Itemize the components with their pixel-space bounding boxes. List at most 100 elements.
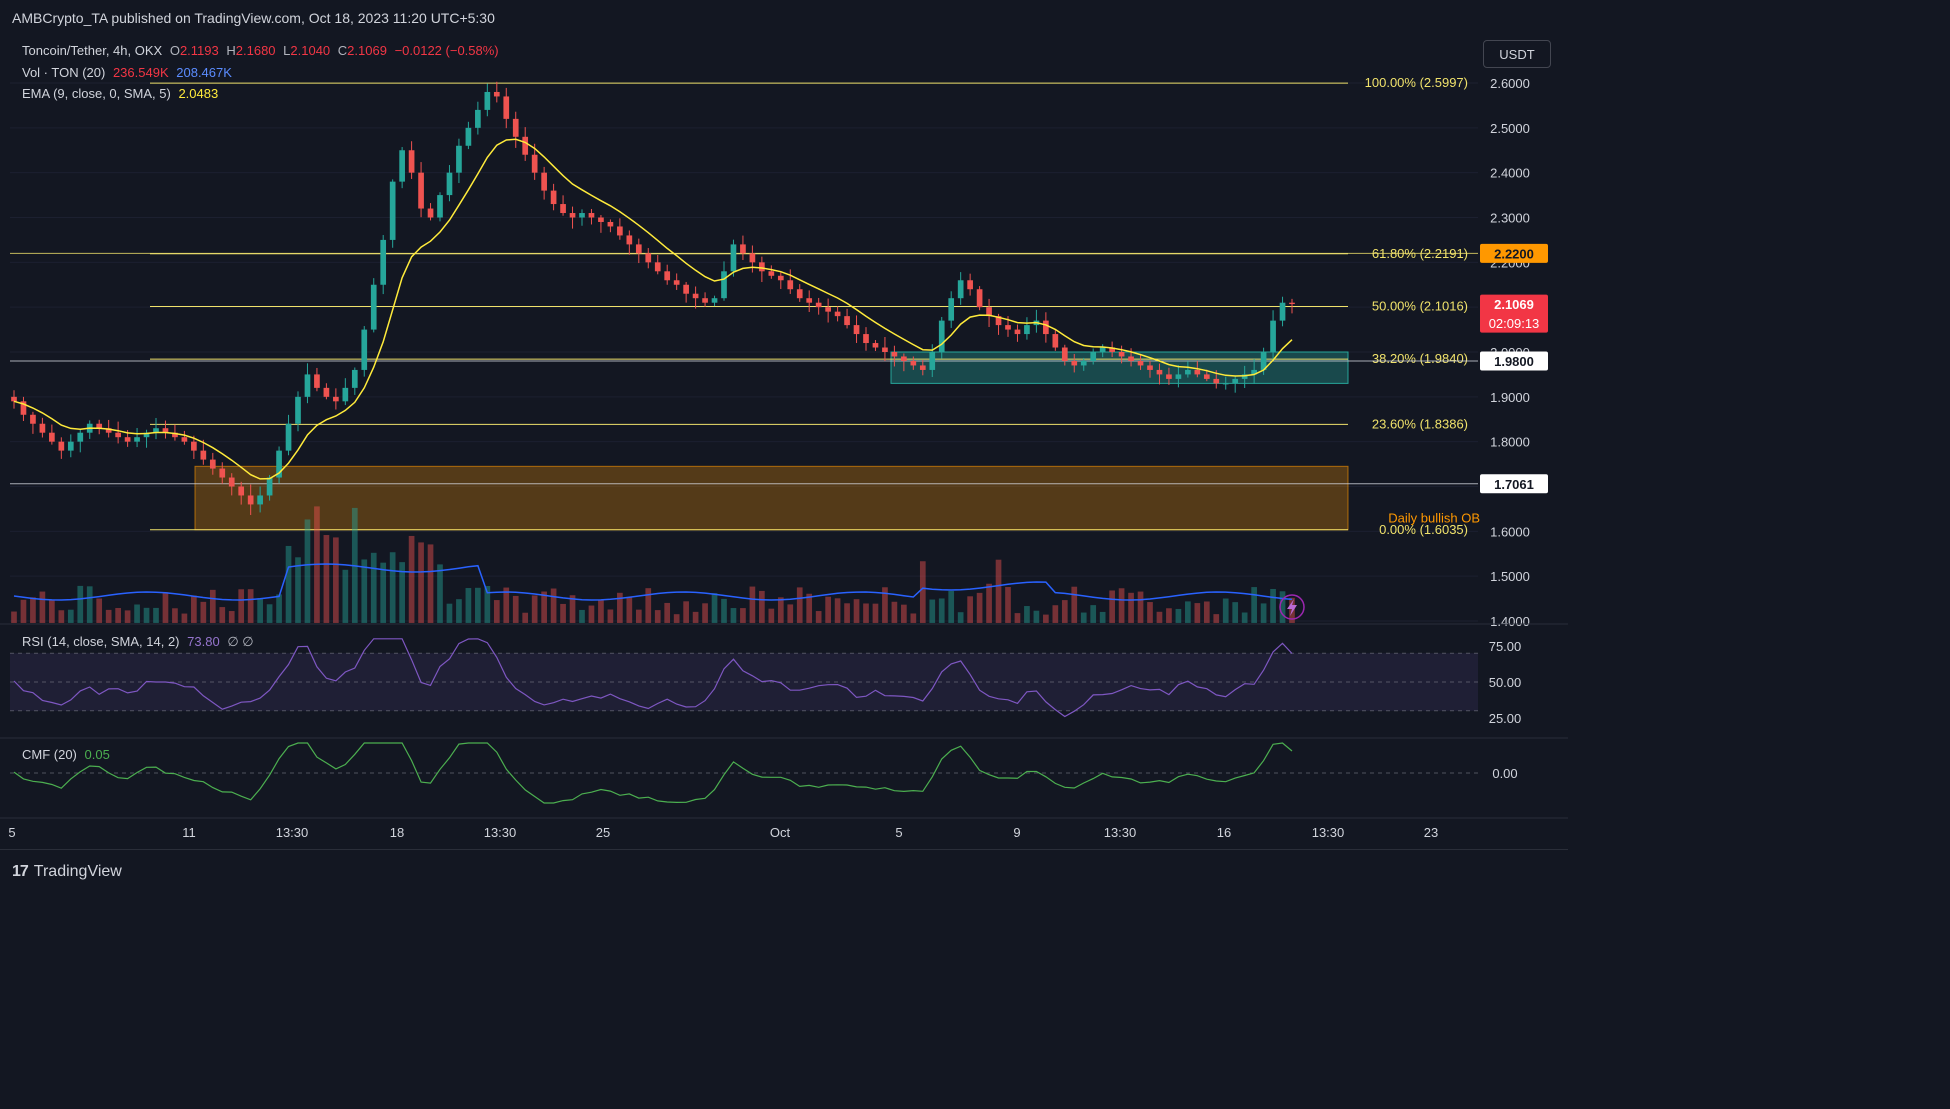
volume-label[interactable]: Vol · TON (20) — [22, 65, 106, 80]
volume-bar — [626, 597, 633, 623]
volume-bar — [825, 596, 831, 623]
legend-cmf: CMF (20) 0.05 — [22, 747, 114, 762]
volume-ma-value: 208.467K — [176, 65, 232, 80]
volume-bar — [522, 612, 529, 623]
candle-body — [323, 387, 330, 397]
volume-bar — [191, 595, 197, 623]
candle-body — [796, 289, 803, 299]
candle-body — [1061, 347, 1068, 361]
volume-bar — [787, 604, 794, 623]
brand-name: TradingView — [33, 863, 122, 880]
volume-bar — [67, 609, 74, 623]
candle-body — [938, 320, 945, 352]
candle-body — [1260, 352, 1267, 370]
fib-label: 100.00% (2.5997) — [1365, 75, 1468, 90]
time-tick: 18 — [390, 825, 404, 840]
volume-bar — [957, 612, 964, 623]
volume-bar — [200, 601, 207, 623]
misc-layer — [0, 594, 1568, 819]
open-label: O — [169, 43, 180, 58]
cmf-tick: 0.00 — [1492, 766, 1517, 781]
candle-body — [105, 428, 112, 433]
ema-layer — [13, 138, 1293, 480]
publish-bar: AMBCrypto_TA published on TradingView.co… — [0, 0, 1568, 37]
candle-body — [730, 244, 737, 272]
candle-body — [626, 235, 633, 245]
publish-info: AMBCrypto_TA published on TradingView.co… — [12, 10, 495, 26]
volume-bar — [654, 610, 661, 623]
time-axis[interactable]: 5 11 13:30 18 13:30 25 Oct 5 9 13:30 16 13:30 23 — [8, 825, 1438, 840]
volume-bar — [863, 603, 869, 623]
candle-body — [976, 289, 983, 308]
rsi-tick: 50.00 — [1489, 675, 1522, 690]
volume-bar — [702, 603, 708, 623]
chart-frame[interactable]: Daily bullish OB 100.00% (2.5997) 61.80% … — [0, 36, 1568, 849]
volume-bar — [86, 586, 93, 623]
candle-body — [191, 441, 197, 451]
volume-bar — [238, 589, 245, 623]
volume-bar — [834, 598, 841, 623]
symbol-label[interactable]: Toncoin/Tether, 4h, OKX — [22, 43, 163, 58]
close-value: 2.1069 — [347, 43, 387, 58]
candle-body — [834, 311, 841, 317]
volume-bar — [768, 608, 775, 623]
candle-body — [825, 307, 831, 312]
candle-body — [1128, 356, 1134, 361]
chart-svg[interactable]: Daily bullish OB 100.00% (2.5997)61.80% … — [0, 36, 1568, 849]
candle-body — [986, 307, 992, 317]
candle-body — [787, 280, 794, 290]
zones-layer: Daily bullish OB — [194, 351, 1480, 531]
time-tick: 16 — [1217, 825, 1231, 840]
change-value: −0.0122 (−0.58%) — [394, 43, 499, 58]
volume-bar — [673, 614, 680, 623]
candle-body — [692, 293, 699, 299]
rsi-band — [10, 653, 1478, 711]
candle-body — [465, 127, 472, 146]
volume-bar — [134, 604, 140, 623]
volume-bar — [1251, 587, 1257, 623]
candle-body — [58, 441, 65, 451]
price-tag-box — [1480, 474, 1548, 494]
volume-bar — [711, 593, 718, 623]
candle-body — [1241, 374, 1248, 379]
candle-body — [172, 432, 178, 438]
candle-body — [872, 343, 879, 348]
volume-layer — [11, 506, 1295, 623]
candle-body — [512, 118, 519, 137]
candle-body — [475, 109, 481, 128]
candle-body — [853, 325, 860, 335]
volume-bar — [143, 607, 150, 623]
volume-bar — [1080, 612, 1087, 623]
volume-bar — [1118, 588, 1125, 623]
candle-body — [957, 280, 964, 299]
volume-bar — [598, 599, 604, 623]
candle-body — [266, 477, 273, 496]
tradingview-brand[interactable]: 17 TradingView — [12, 863, 122, 881]
volume-bar — [219, 607, 226, 623]
volume-bar — [257, 598, 263, 623]
candle-body — [654, 262, 661, 272]
currency-button[interactable]: USDT — [1483, 40, 1551, 68]
price-tick: 2.3000 — [1490, 211, 1530, 226]
candle-body — [967, 280, 973, 290]
volume-bar — [162, 592, 169, 623]
candle-body — [380, 239, 387, 285]
candle-body — [1071, 360, 1078, 366]
time-tick: 13:30 — [276, 825, 309, 840]
candle-body — [1090, 352, 1097, 361]
candle-body — [702, 298, 708, 303]
tradingview-logo-icon: 17 — [12, 863, 29, 880]
candle-body — [257, 495, 263, 505]
candle-body — [276, 450, 282, 478]
price-tick: 1.5000 — [1490, 569, 1530, 584]
candle-body — [153, 428, 159, 433]
rsi-label[interactable]: RSI (14, close, SMA, 14, 2) — [22, 634, 180, 649]
lightning-bolt-icon — [1287, 599, 1297, 616]
candle-body — [1166, 374, 1172, 379]
volume-bar — [1024, 606, 1030, 623]
price-tags-layer: 2.2200 2.1069 02:09:13 1.9800 1.7061 — [1480, 243, 1548, 494]
ema-label[interactable]: EMA (9, close, 0, SMA, 5) — [22, 86, 171, 101]
candle-body — [929, 352, 936, 370]
cmf-label[interactable]: CMF (20) — [22, 747, 77, 762]
volume-bar — [607, 609, 614, 623]
